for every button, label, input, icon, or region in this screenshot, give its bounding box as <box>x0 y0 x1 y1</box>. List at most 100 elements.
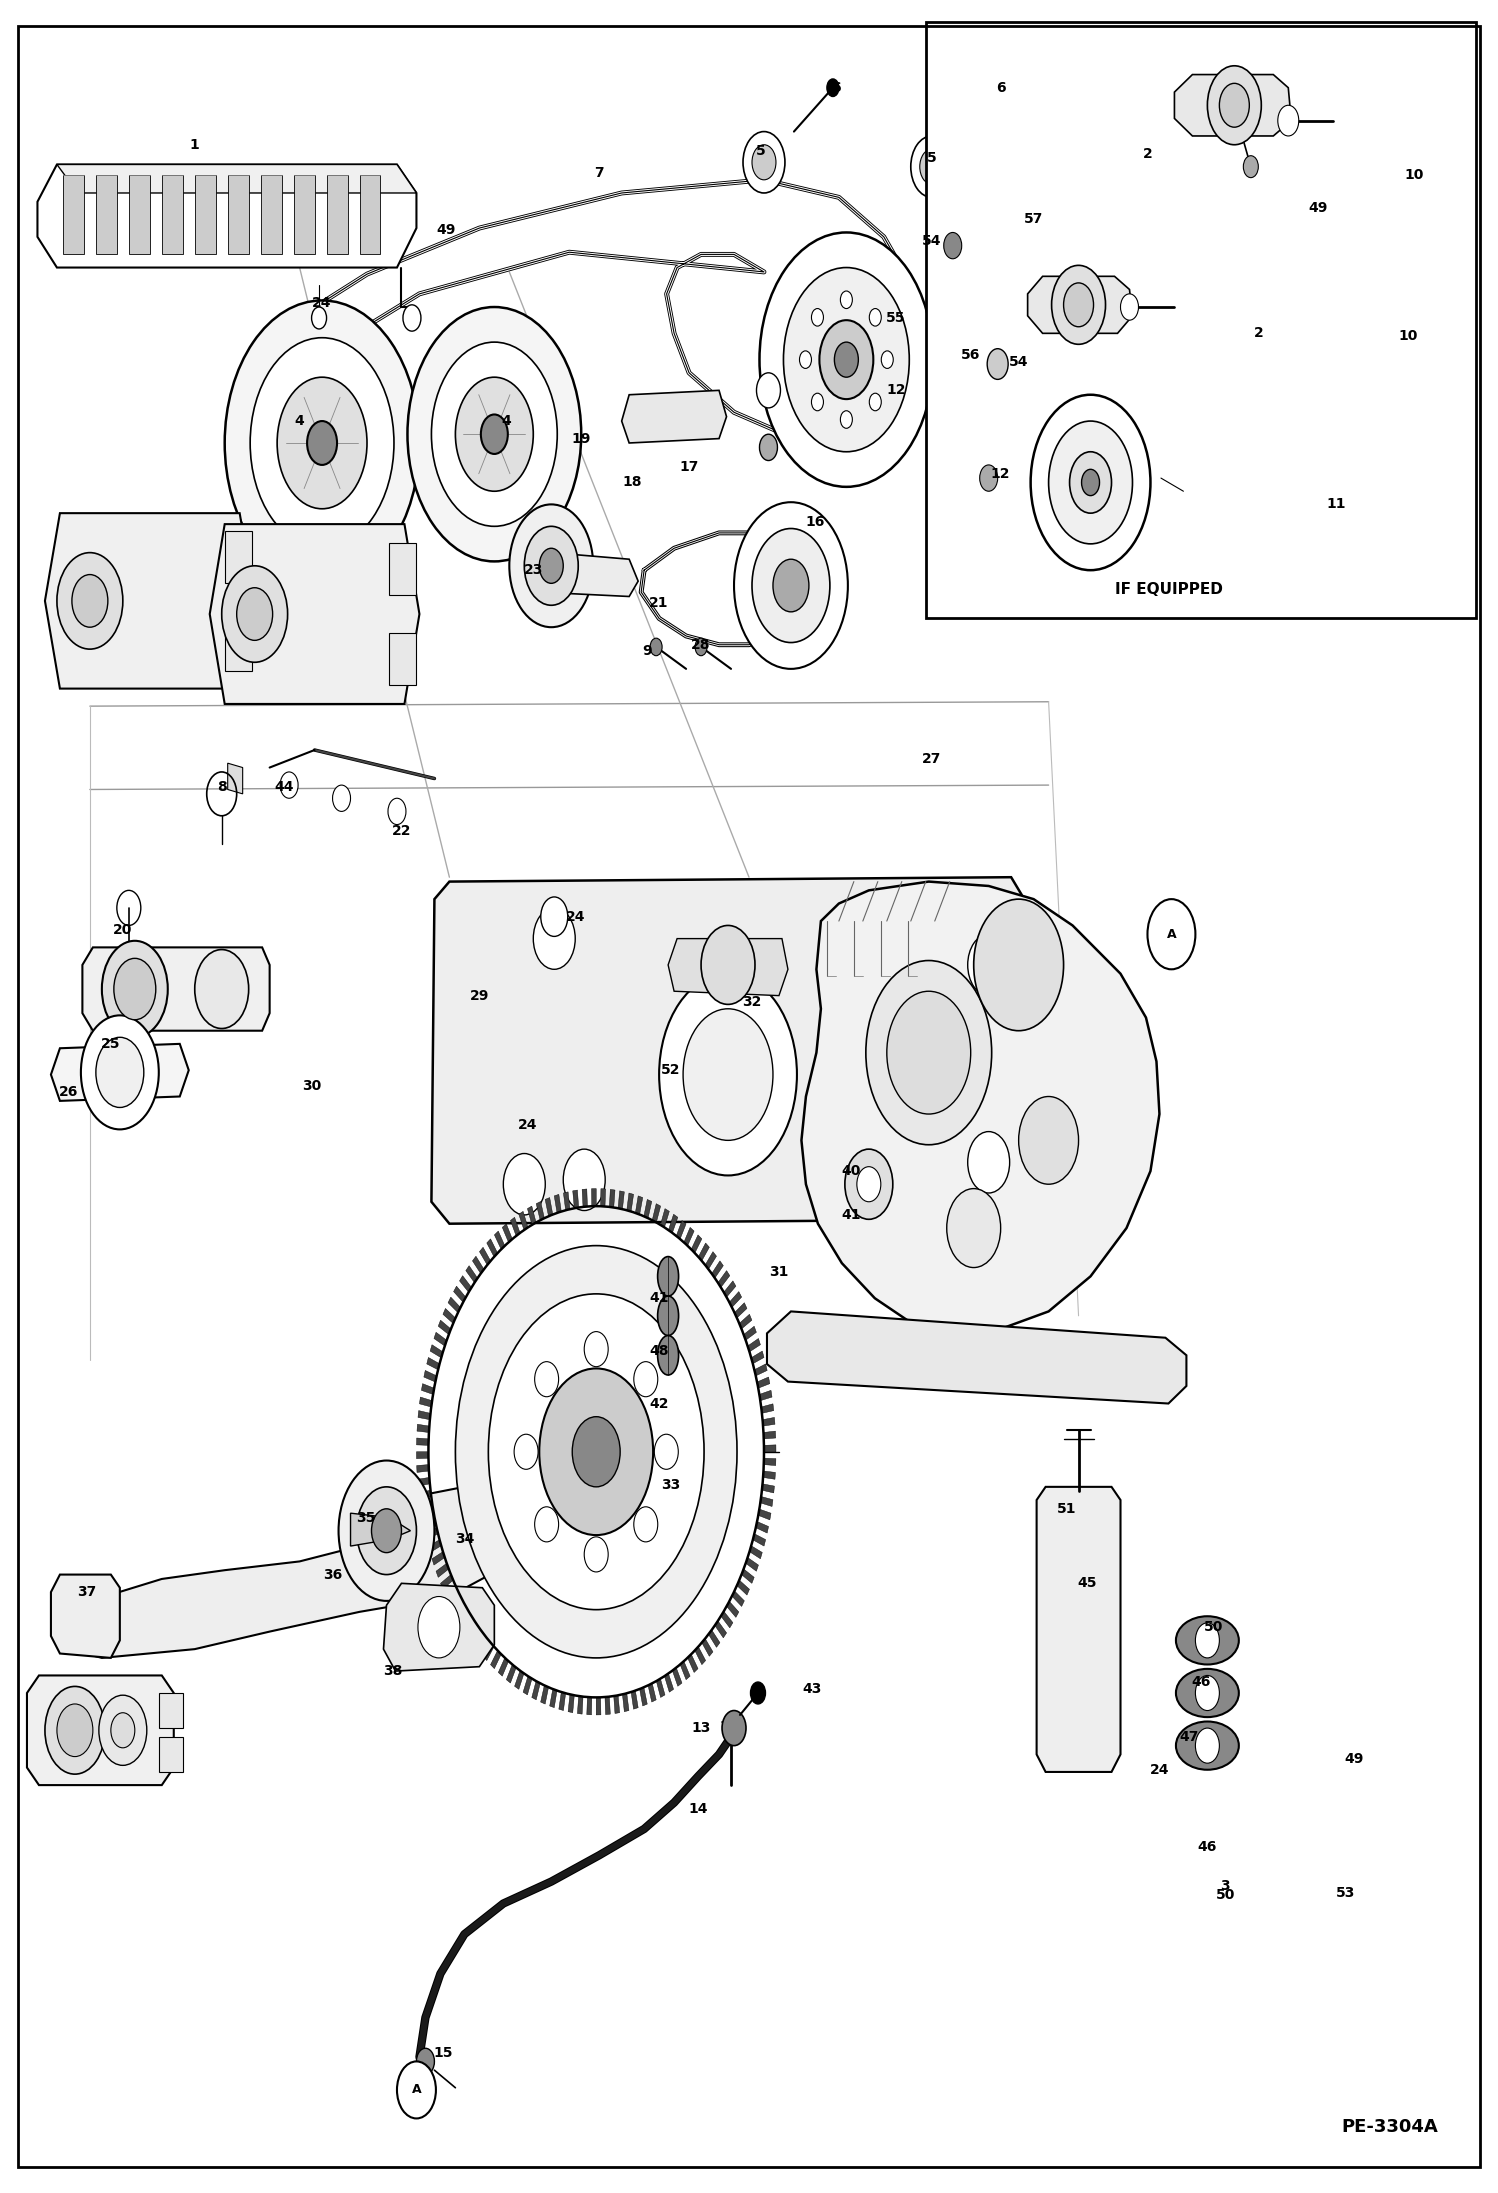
Text: 27: 27 <box>923 752 941 765</box>
Polygon shape <box>45 513 255 689</box>
Circle shape <box>1064 175 1088 211</box>
Polygon shape <box>550 1689 557 1708</box>
Text: 17: 17 <box>680 461 698 474</box>
Polygon shape <box>605 1697 610 1715</box>
Polygon shape <box>472 1257 484 1274</box>
Polygon shape <box>506 1664 517 1682</box>
Text: A: A <box>1167 928 1176 941</box>
Polygon shape <box>383 1583 494 1671</box>
Polygon shape <box>499 1658 508 1675</box>
Polygon shape <box>431 1553 445 1566</box>
Polygon shape <box>748 1338 761 1351</box>
Polygon shape <box>701 1638 713 1656</box>
Polygon shape <box>712 1261 724 1279</box>
Circle shape <box>980 465 998 491</box>
Polygon shape <box>443 1309 455 1322</box>
Circle shape <box>509 504 593 627</box>
Polygon shape <box>294 175 315 254</box>
Text: 19: 19 <box>572 432 590 445</box>
Polygon shape <box>695 1647 706 1664</box>
Circle shape <box>1207 66 1261 145</box>
Polygon shape <box>532 1682 541 1700</box>
Polygon shape <box>753 1533 765 1546</box>
Polygon shape <box>750 1351 764 1364</box>
Polygon shape <box>631 1691 638 1708</box>
Circle shape <box>535 1362 559 1397</box>
Polygon shape <box>626 1193 634 1211</box>
Text: 16: 16 <box>806 515 824 529</box>
Polygon shape <box>743 1327 756 1340</box>
Circle shape <box>539 1368 653 1535</box>
Text: 47: 47 <box>1180 1730 1198 1743</box>
Polygon shape <box>416 1439 428 1445</box>
Text: 42: 42 <box>649 1397 670 1410</box>
Bar <box>159 1693 183 1728</box>
Text: 50: 50 <box>1216 1888 1234 1901</box>
Polygon shape <box>656 1678 665 1697</box>
Polygon shape <box>761 1404 774 1412</box>
Polygon shape <box>428 1539 442 1553</box>
Ellipse shape <box>1176 1669 1239 1717</box>
Text: 23: 23 <box>524 564 542 577</box>
Text: A: A <box>412 2083 421 2097</box>
Bar <box>926 22 1476 618</box>
Bar <box>389 544 416 596</box>
Circle shape <box>102 941 168 1037</box>
Text: 41: 41 <box>840 1208 861 1222</box>
Circle shape <box>533 908 575 969</box>
Circle shape <box>1195 1623 1219 1658</box>
Circle shape <box>800 351 812 368</box>
Polygon shape <box>749 1546 762 1559</box>
Polygon shape <box>460 1276 472 1292</box>
Circle shape <box>96 1037 144 1107</box>
Circle shape <box>1195 1675 1219 1711</box>
Circle shape <box>72 575 108 627</box>
Text: 35: 35 <box>357 1511 374 1524</box>
Circle shape <box>222 566 288 662</box>
Text: 20: 20 <box>114 923 132 936</box>
Text: 44: 44 <box>274 781 295 794</box>
Polygon shape <box>563 1191 569 1211</box>
Circle shape <box>357 1487 416 1575</box>
Polygon shape <box>424 1371 436 1382</box>
Polygon shape <box>494 1230 505 1250</box>
Circle shape <box>701 925 755 1004</box>
Polygon shape <box>482 1643 494 1660</box>
Polygon shape <box>715 1621 727 1638</box>
Bar <box>159 1737 183 1772</box>
Circle shape <box>1121 294 1138 320</box>
Text: 14: 14 <box>688 1803 709 1816</box>
Text: 6: 6 <box>831 81 840 94</box>
Circle shape <box>935 219 971 272</box>
Polygon shape <box>614 1695 620 1713</box>
Polygon shape <box>685 1228 694 1246</box>
Text: 46: 46 <box>1192 1675 1210 1689</box>
Circle shape <box>277 377 367 509</box>
Text: 54: 54 <box>921 235 942 248</box>
Polygon shape <box>536 1202 544 1219</box>
Text: 26: 26 <box>60 1086 78 1099</box>
Circle shape <box>535 1507 559 1542</box>
Polygon shape <box>559 1693 566 1711</box>
Circle shape <box>968 1132 1010 1193</box>
Circle shape <box>541 897 568 936</box>
Polygon shape <box>425 1529 437 1539</box>
Circle shape <box>752 529 830 643</box>
Polygon shape <box>527 1206 536 1226</box>
Polygon shape <box>649 1684 656 1702</box>
Text: 2: 2 <box>1143 147 1152 160</box>
Circle shape <box>372 1509 401 1553</box>
Circle shape <box>756 373 780 408</box>
Polygon shape <box>587 1697 592 1715</box>
Circle shape <box>840 292 852 309</box>
Circle shape <box>388 798 406 825</box>
Polygon shape <box>727 1601 739 1618</box>
Circle shape <box>416 2048 434 2075</box>
Polygon shape <box>228 175 249 254</box>
Polygon shape <box>228 763 243 794</box>
Circle shape <box>418 1597 460 1658</box>
Circle shape <box>947 1189 1001 1268</box>
Text: 7: 7 <box>595 167 604 180</box>
Polygon shape <box>721 1612 733 1627</box>
Text: 28: 28 <box>691 638 712 651</box>
